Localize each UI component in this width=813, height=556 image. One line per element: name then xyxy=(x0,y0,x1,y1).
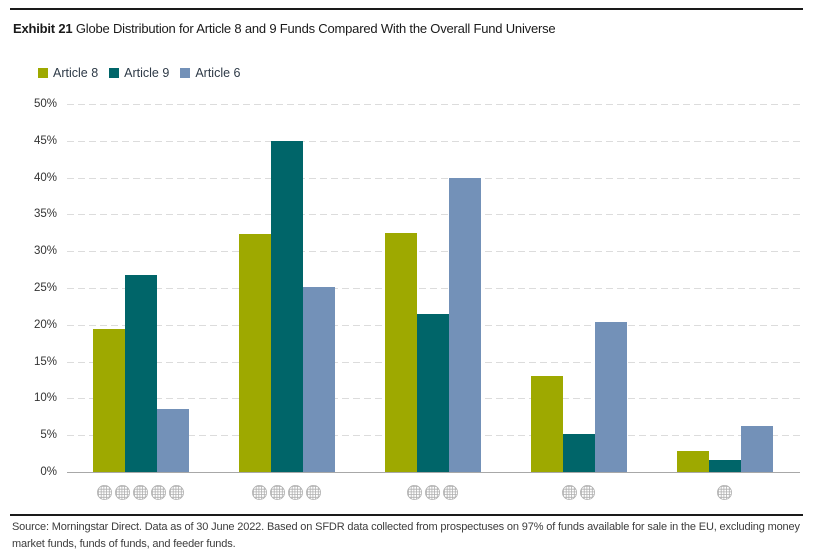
globe-icon xyxy=(133,485,148,500)
exhibit-title: Exhibit 21 Globe Distribution for Articl… xyxy=(13,21,556,36)
gridline xyxy=(67,140,800,142)
bar-group-5-globes xyxy=(92,274,189,472)
y-axis-tick-label: 0% xyxy=(40,466,57,478)
bar-group-1-globe xyxy=(676,426,773,472)
top-rule xyxy=(10,8,803,10)
globe-icon xyxy=(306,485,321,500)
legend-label: Article 6 xyxy=(195,66,241,80)
y-axis-tick-label: 45% xyxy=(33,134,57,147)
y-axis-tick-label: 25% xyxy=(33,282,57,294)
gridline xyxy=(67,288,800,289)
chart-legend: Article 8 Article 9 Article 6 xyxy=(38,66,240,80)
x-axis-globes-2 xyxy=(561,484,596,501)
bar-article-9-2-globes xyxy=(562,433,595,472)
globe-icon xyxy=(580,485,595,500)
legend-label: Article 9 xyxy=(124,66,170,80)
gridline xyxy=(67,104,800,105)
bar-article-6-1-globe xyxy=(740,426,773,472)
bar-article-6-5-globes xyxy=(156,409,189,472)
globe-icon xyxy=(252,485,267,500)
legend-item-article-8: Article 8 xyxy=(38,66,98,80)
legend-swatch-icon xyxy=(38,68,48,78)
bar-chart-plot-area xyxy=(67,104,800,473)
globe-icon xyxy=(169,485,184,500)
legend-swatch-icon xyxy=(109,68,120,78)
globe-icon xyxy=(288,485,303,500)
bar-group-3-globes xyxy=(384,178,481,472)
globe-icon xyxy=(97,485,112,500)
bar-article-8-5-globes xyxy=(92,329,125,472)
bar-article-6-2-globes xyxy=(594,321,627,472)
legend-item-article-9: Article 9 xyxy=(109,66,169,80)
bar-group-4-globes xyxy=(238,140,335,472)
exhibit-number: Exhibit 21 xyxy=(13,21,73,36)
legend-label: Article 8 xyxy=(53,66,99,80)
legend-item-article-6: Article 6 xyxy=(180,66,240,80)
exhibit-title-text: Globe Distribution for Article 8 and 9 F… xyxy=(75,21,556,36)
globe-icon xyxy=(443,485,458,500)
globe-icon xyxy=(270,485,285,500)
bottom-rule xyxy=(10,514,803,516)
x-axis-globes-4 xyxy=(251,484,322,501)
y-axis-tick-label: 40% xyxy=(33,171,57,184)
x-axis-globes-1 xyxy=(716,484,733,501)
bar-article-9-5-globes xyxy=(124,274,157,472)
gridline xyxy=(67,214,800,216)
x-axis-globes-5 xyxy=(96,484,185,501)
x-axis-globes-3 xyxy=(406,484,459,501)
bar-article-8-4-globes xyxy=(238,234,271,472)
globe-icon xyxy=(717,485,732,500)
legend-swatch-icon xyxy=(180,68,191,78)
bar-group-2-globes xyxy=(530,321,627,472)
bar-article-6-4-globes xyxy=(302,287,335,472)
globe-icon xyxy=(425,485,440,500)
source-note: Source: Morningstar Direct. Data as of 3… xyxy=(12,521,800,550)
bar-article-6-3-globes xyxy=(448,178,481,472)
globe-icon xyxy=(151,485,166,500)
y-axis-tick-label: 20% xyxy=(33,318,57,331)
y-axis-tick-label: 35% xyxy=(33,208,57,221)
bar-article-8-2-globes xyxy=(530,376,563,472)
gridline xyxy=(67,251,800,253)
gridline xyxy=(67,177,800,179)
y-axis-tick-label: 30% xyxy=(33,245,57,258)
x-axis-baseline xyxy=(67,472,800,473)
y-axis-tick-label: 10% xyxy=(33,392,57,405)
y-axis-tick-label: 15% xyxy=(33,355,57,368)
globe-icon xyxy=(562,485,577,500)
bar-article-8-1-globe xyxy=(676,450,709,472)
y-axis-tick-label: 50% xyxy=(33,98,57,110)
bar-article-8-3-globes xyxy=(384,232,417,472)
bar-article-9-1-globe xyxy=(708,460,741,472)
globe-icon xyxy=(115,485,130,500)
globe-icon xyxy=(407,485,422,500)
bar-article-9-3-globes xyxy=(416,313,449,472)
bar-article-9-4-globes xyxy=(270,140,303,472)
y-axis-tick-label: 5% xyxy=(40,429,57,442)
